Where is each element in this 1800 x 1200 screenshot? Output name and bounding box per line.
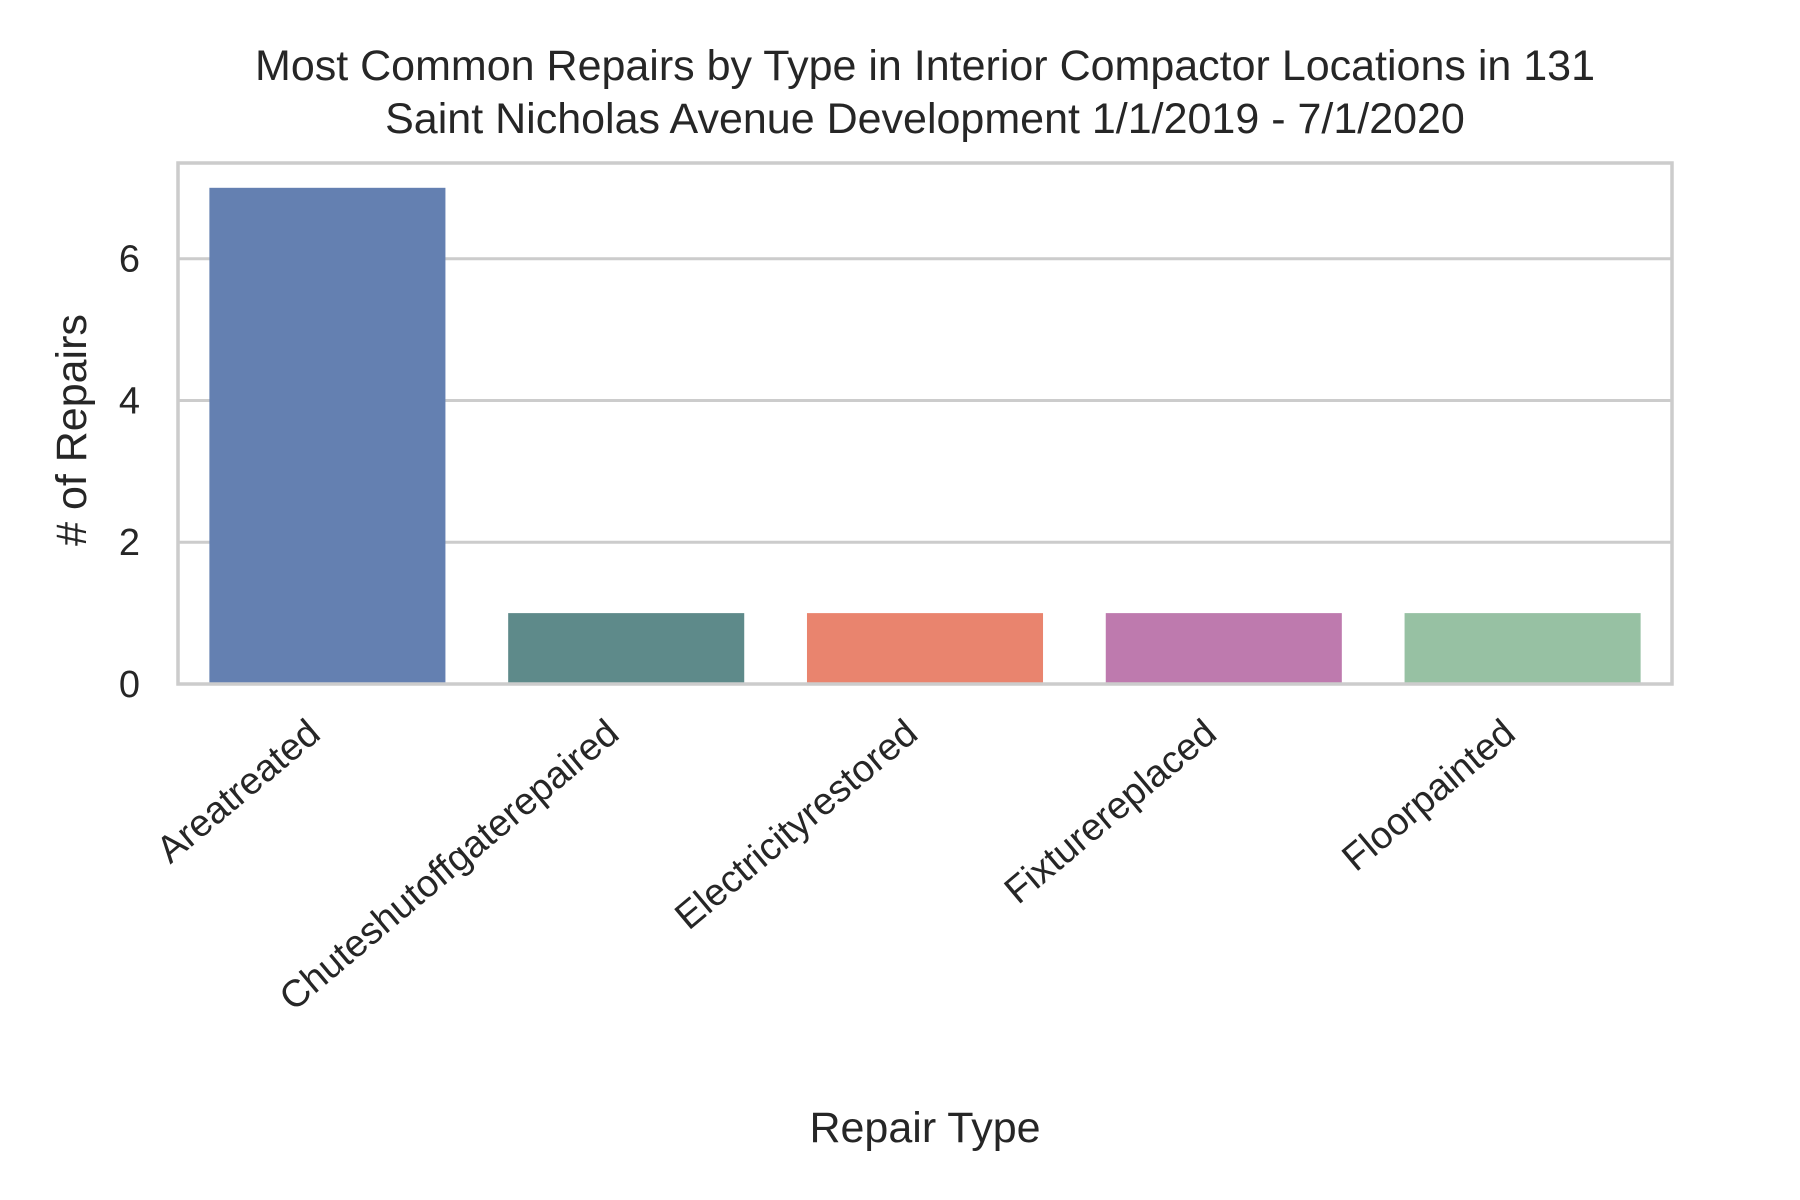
bar-floorpainted <box>1404 613 1641 684</box>
plot-frame <box>176 161 1674 686</box>
y-tick-label: 2 <box>119 522 140 564</box>
bar-chuteshutoffgaterepaired <box>508 613 745 684</box>
x-axis-label: Repair Type <box>809 1104 1040 1152</box>
bar-fixturereplaced <box>1105 613 1342 684</box>
chart-title-line-2: Saint Nicholas Avenue Development 1/1/20… <box>385 95 1465 143</box>
y-tick-labels: 0 2 4 6 <box>119 239 140 706</box>
y-tick-label: 4 <box>119 380 140 422</box>
y-axis-label: # of Repairs <box>48 314 96 546</box>
bar-electricityrestored <box>806 613 1044 684</box>
x-tick-label: Fixturereplaced <box>997 712 1225 913</box>
bars <box>209 187 1641 685</box>
x-tick-label: Floorpainted <box>1335 712 1524 880</box>
chart-title-line-1: Most Common Repairs by Type in Interior … <box>255 42 1595 90</box>
y-tick-label: 0 <box>119 664 140 706</box>
x-tick-label: Electricityrestored <box>667 712 925 938</box>
x-tick-label: Areatreated <box>149 712 328 872</box>
x-tick-label: Chuteshutoffgaterepaired <box>272 712 627 1019</box>
y-tick-label: 6 <box>119 239 140 281</box>
bar-areatreated <box>209 187 446 685</box>
